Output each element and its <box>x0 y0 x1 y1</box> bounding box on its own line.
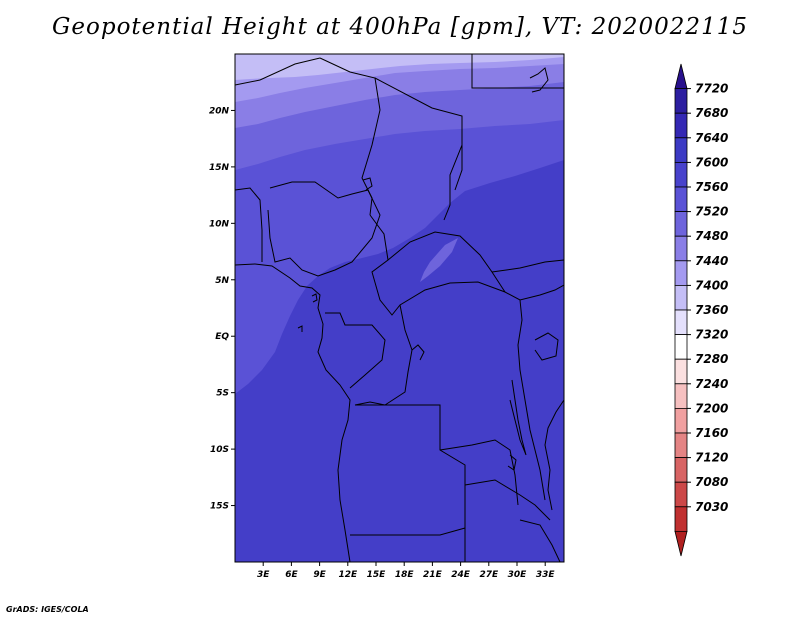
lon-tick-label: 15E <box>367 570 387 580</box>
colorbar-swatch <box>674 112 688 139</box>
river-1 <box>411 344 425 361</box>
lake-small-1 <box>507 454 517 471</box>
colorbar-swatch <box>674 88 688 114</box>
island-bioko <box>311 293 318 303</box>
colorbar-swatch <box>674 309 688 336</box>
lon-tick-label: 27E <box>479 570 499 580</box>
credit-text: GrADS: IGES/COLA <box>6 605 89 614</box>
colorbar-label: 7320 <box>695 328 728 342</box>
colorbar-swatch <box>674 235 688 262</box>
colorbar-label: 7680 <box>695 106 728 120</box>
colorbar-swatch <box>674 358 688 385</box>
drc-west <box>354 304 413 406</box>
colorbar-label: 7520 <box>695 205 728 219</box>
lon-tick-label: 24E <box>451 570 471 580</box>
chart-title: Geopotential Height at 400hPa [gpm], VT:… <box>52 14 748 40</box>
lon-tick-label: 21E <box>423 570 443 580</box>
colorbar-label: 7400 <box>695 278 728 292</box>
chad-east <box>454 116 463 191</box>
colorbar: 7720 7680 7640 7600 7560 7520 7480 7440 7400 7360… <box>674 63 728 557</box>
lon-tick-label: 33E <box>536 570 556 580</box>
colorbar-label: 7160 <box>695 426 728 440</box>
colorbar-label: 7560 <box>695 180 728 194</box>
colorbar-swatch <box>674 506 688 532</box>
colorbar-swatch <box>674 334 688 360</box>
lake-chad <box>362 177 373 191</box>
latitude-axis: 20N 15N 10N 5N EQ 5S 10S 15S <box>209 106 235 512</box>
colorbar-label: 7120 <box>695 451 728 465</box>
colorbar-swatch <box>674 211 688 237</box>
shading-7480-streak <box>420 238 458 282</box>
lon-tick-label: 6E <box>285 570 298 580</box>
lat-tick-label: 20N <box>209 106 230 116</box>
west-border <box>235 187 263 262</box>
lat-tick-label: 15S <box>210 502 229 512</box>
colorbar-swatch <box>674 383 688 409</box>
island-2 <box>297 325 303 332</box>
colorbar-label: 7720 <box>695 82 728 96</box>
colorbar-swatch <box>674 63 688 89</box>
shading-7360-band <box>235 54 564 80</box>
longitude-axis: 3E 6E 9E 12E 15E 18E 21E 24E 27E 30E 33E <box>257 562 555 580</box>
colorbar-swatch <box>674 260 688 286</box>
lat-tick-label: 5N <box>215 276 229 286</box>
height-shading <box>235 54 564 562</box>
colorbar-swatch <box>674 137 688 163</box>
colorbar-label: 7080 <box>695 475 728 489</box>
colorbar-swatch <box>674 284 688 311</box>
colorbar-swatch <box>674 531 688 557</box>
lat-tick-label: 15N <box>209 163 230 173</box>
colorbar-label: 7640 <box>695 131 728 145</box>
lat-tick-label: 10N <box>209 219 230 229</box>
west-african-coast <box>235 263 351 562</box>
mozambique-border <box>519 519 561 562</box>
colorbar-label: 7030 <box>695 500 728 514</box>
lake-tanganyika <box>509 379 527 456</box>
cameroon-car <box>369 214 564 316</box>
colorbar-swatch <box>674 457 688 483</box>
colorbar-label: 7600 <box>695 155 728 169</box>
lon-tick-label: 30E <box>508 570 528 580</box>
lon-tick-label: 9E <box>313 570 326 580</box>
nigeria-outline <box>267 181 381 277</box>
colorbar-label: 7200 <box>695 401 728 415</box>
map-frame <box>234 53 565 563</box>
colorbar-swatch <box>674 407 688 434</box>
lat-tick-label: 10S <box>210 445 229 455</box>
colorbar-swatch <box>674 161 688 188</box>
north-border-1 <box>235 57 321 86</box>
north-border-4 <box>471 54 564 89</box>
congo-border <box>325 312 386 389</box>
colorbar-swatch <box>674 481 688 508</box>
colorbar-swatch <box>674 432 688 459</box>
colorbar-label: 7360 <box>695 303 728 317</box>
colorbar-label: 7280 <box>695 352 728 366</box>
lakes-border <box>517 299 546 501</box>
colorbar-label: 7240 <box>695 377 728 391</box>
lat-tick-label: 5S <box>216 389 229 399</box>
angola-east <box>439 439 519 506</box>
colorbar-swatch <box>674 186 688 213</box>
colorbar-label: 7480 <box>695 229 728 243</box>
south-sudan <box>491 259 564 273</box>
lake-victoria <box>534 332 559 361</box>
lon-tick-label: 18E <box>395 570 415 580</box>
horn-coast <box>529 67 549 93</box>
colorbar-label: 7440 <box>695 254 728 268</box>
lon-tick-label: 12E <box>338 570 358 580</box>
lat-tick-label: EQ <box>215 332 229 342</box>
zambia-border <box>464 479 551 521</box>
coast-and-borders <box>235 54 564 562</box>
south-border <box>350 527 466 536</box>
east-coast-right <box>544 399 564 511</box>
lon-tick-label: 3E <box>257 570 270 580</box>
